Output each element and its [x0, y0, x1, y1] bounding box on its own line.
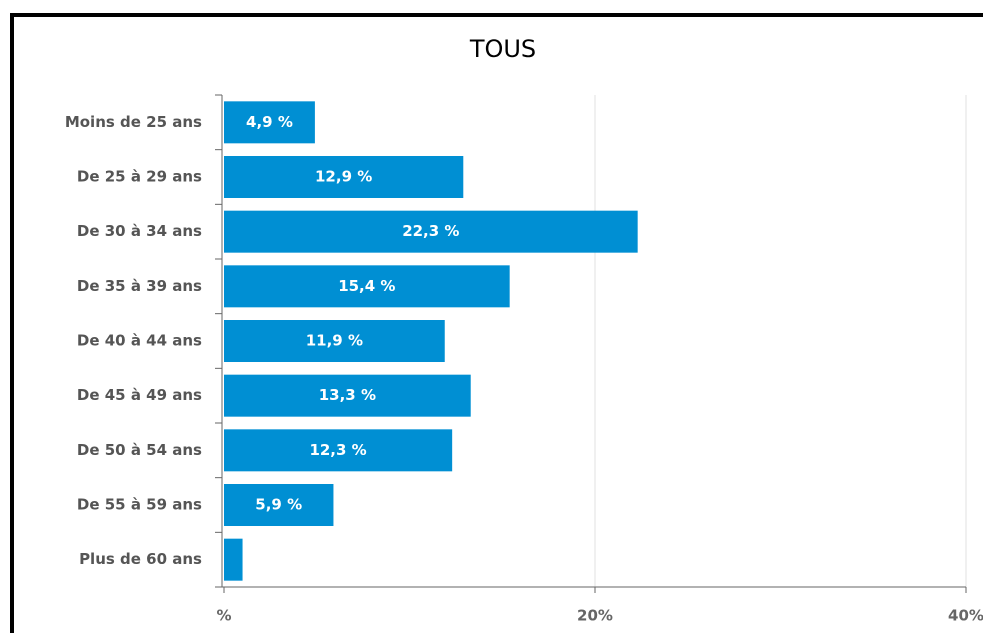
data-label: 22,3 % [402, 222, 459, 240]
bar [224, 210, 638, 253]
bar [224, 320, 445, 362]
bar [224, 429, 453, 472]
y-tick-label: De 25 à 29 ans [77, 168, 202, 186]
data-label: 5,9 % [255, 496, 302, 514]
x-tick-label: % [216, 607, 231, 625]
y-tick-label: De 45 à 49 ans [77, 386, 202, 404]
x-tick-label: 40% [948, 607, 983, 625]
y-tick-label: De 40 à 44 ans [77, 332, 202, 350]
frame [10, 13, 983, 633]
y-tick-label: De 30 à 34 ans [77, 222, 202, 240]
bar [224, 484, 334, 526]
y-tick-label: Plus de 60 ans [79, 550, 202, 568]
y-tick-label: Moins de 25 ans [65, 113, 202, 131]
bar [224, 156, 464, 198]
y-tick-label: De 50 à 54 ans [77, 441, 202, 459]
data-label: 13,3 % [319, 386, 376, 404]
data-label: 12,9 % [315, 168, 372, 186]
bar [224, 265, 510, 308]
y-tick-label: De 35 à 39 ans [77, 277, 202, 295]
chart-title: TOUS [469, 35, 536, 63]
data-label: 4,9 % [246, 113, 293, 131]
bar [224, 101, 315, 144]
data-label: 12,3 % [309, 441, 366, 459]
bar [224, 374, 471, 417]
data-label: 11,9 % [306, 332, 363, 350]
y-tick-label: De 55 à 59 ans [77, 496, 202, 514]
data-label: 15,4 % [338, 277, 395, 295]
x-tick-label: 20% [577, 607, 613, 625]
bar [224, 538, 243, 581]
